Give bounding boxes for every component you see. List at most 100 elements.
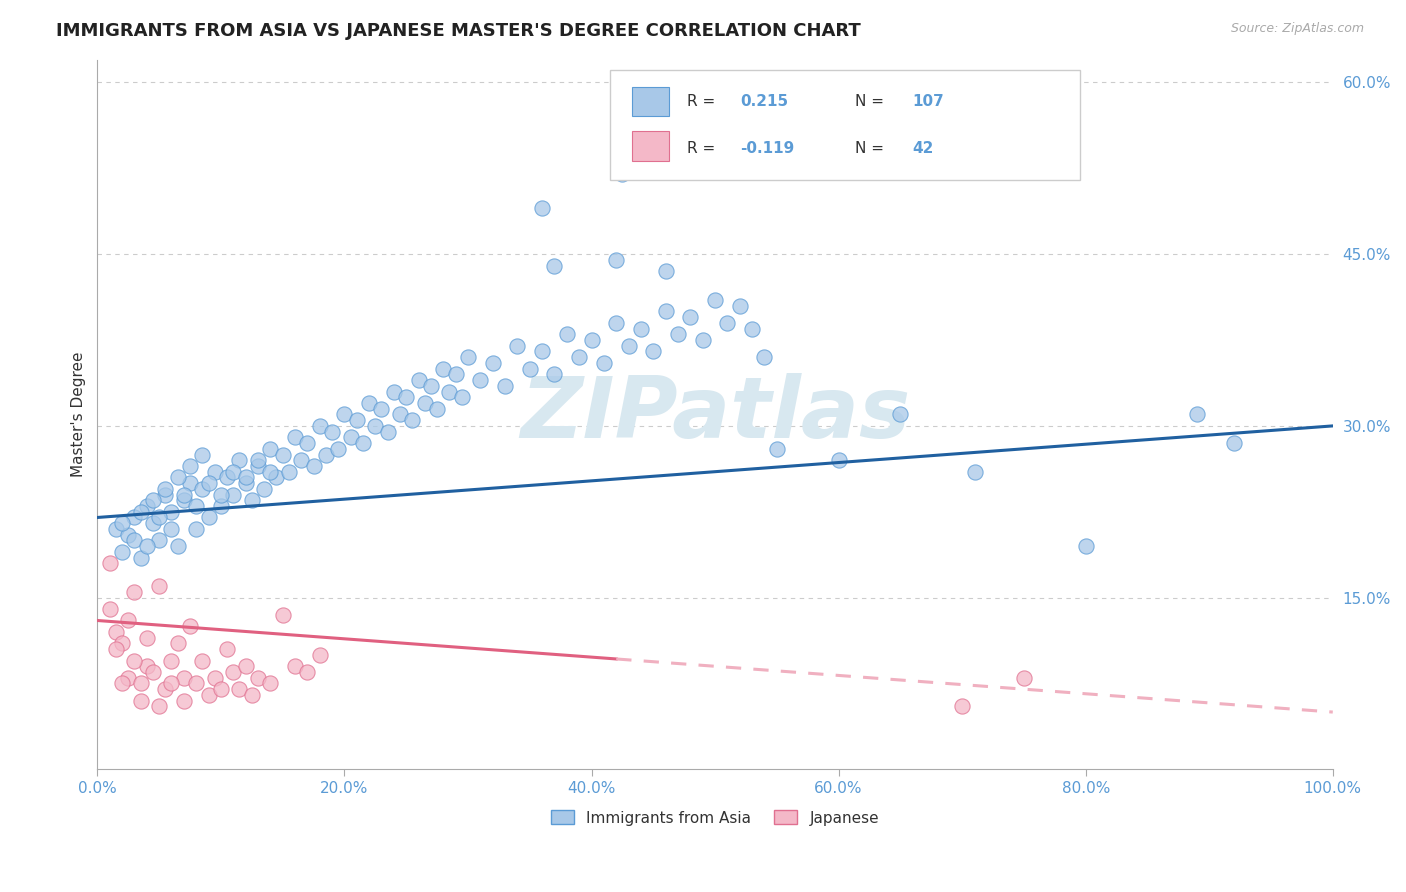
Point (741, 321, 763, 335)
Point (155, 487, 177, 501)
Point (135, 499, 157, 513)
Point (197, 476, 219, 491)
Point (450, 390, 472, 404)
Point (222, 487, 245, 501)
Point (191, 448, 214, 462)
Point (359, 396, 381, 410)
Point (654, 304, 676, 318)
Point (389, 408, 412, 422)
Point (111, 676, 134, 690)
Point (457, 350, 479, 364)
Point (581, 333, 603, 347)
Point (111, 636, 134, 650)
Point (179, 458, 201, 473)
Text: Source: ZipAtlas.com: Source: ZipAtlas.com (1230, 22, 1364, 36)
Point (1185, 408, 1208, 422)
Point (204, 465, 226, 479)
Point (235, 659, 257, 673)
Point (592, 356, 614, 370)
Point (568, 350, 591, 364)
Point (643, 344, 665, 359)
Point (160, 676, 183, 690)
Point (413, 396, 436, 410)
Point (173, 487, 195, 501)
Point (364, 418, 387, 433)
Point (104, 522, 127, 536)
Point (117, 614, 139, 628)
Text: 0.215: 0.215 (740, 94, 787, 109)
Point (142, 516, 165, 531)
Point (259, 442, 281, 456)
Point (197, 510, 219, 524)
Point (377, 425, 399, 439)
Point (321, 425, 343, 439)
FancyBboxPatch shape (633, 87, 669, 116)
Point (1012, 671, 1035, 685)
Point (173, 671, 195, 685)
Point (382, 384, 405, 399)
Text: R =: R = (686, 141, 714, 156)
Point (439, 384, 461, 399)
Point (246, 458, 269, 473)
Point (235, 470, 257, 484)
Point (111, 516, 134, 531)
Point (766, 442, 789, 456)
Point (419, 379, 441, 393)
Point (228, 682, 250, 697)
Point (209, 487, 232, 501)
Point (148, 533, 170, 548)
Point (506, 339, 529, 353)
Point (155, 482, 177, 496)
Point (160, 522, 183, 536)
Point (333, 408, 356, 422)
Text: 107: 107 (912, 94, 945, 109)
Legend: Immigrants from Asia, Japanese: Immigrants from Asia, Japanese (551, 811, 879, 825)
Point (104, 624, 127, 639)
Point (135, 539, 157, 553)
Point (186, 499, 208, 513)
Point (494, 379, 516, 393)
Point (432, 361, 454, 376)
Point (253, 482, 276, 496)
Point (204, 671, 226, 685)
Point (240, 688, 263, 702)
Point (240, 493, 263, 508)
Point (481, 356, 503, 370)
Point (246, 453, 269, 467)
Point (531, 344, 554, 359)
Point (679, 310, 702, 325)
Point (104, 642, 127, 657)
Point (148, 510, 170, 524)
Point (173, 493, 195, 508)
Point (543, 368, 565, 382)
Text: R =: R = (686, 94, 714, 109)
Point (444, 368, 467, 382)
Point (246, 671, 269, 685)
Point (222, 665, 245, 679)
Point (339, 430, 361, 444)
Point (191, 654, 214, 668)
Point (370, 401, 392, 416)
Point (692, 333, 714, 347)
Point (328, 442, 350, 456)
Point (142, 665, 165, 679)
Point (346, 413, 368, 427)
Point (124, 533, 146, 548)
Point (519, 361, 541, 376)
Point (308, 418, 330, 433)
Point (179, 619, 201, 633)
Point (950, 699, 973, 714)
Point (617, 339, 640, 353)
Point (284, 659, 307, 673)
Point (209, 499, 232, 513)
Text: -0.119: -0.119 (740, 141, 794, 156)
Point (124, 654, 146, 668)
Point (259, 465, 281, 479)
Point (555, 327, 578, 342)
Point (129, 676, 152, 690)
Point (605, 252, 627, 267)
Point (186, 522, 208, 536)
Point (426, 401, 449, 416)
Y-axis label: Master's Degree: Master's Degree (72, 351, 86, 477)
Point (297, 665, 319, 679)
